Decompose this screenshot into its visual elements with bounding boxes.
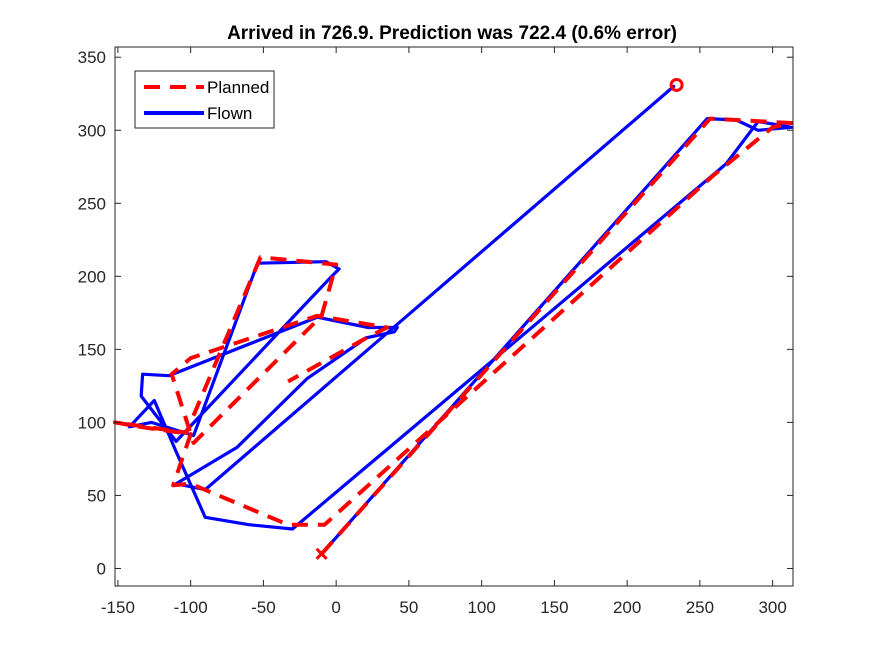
tick-layer: -150 -100 -50 0 50 100 150 200 250 300 0 50 100 150 20… — [78, 47, 793, 617]
legend-planned-label: Planned — [207, 78, 269, 97]
x-tick-label: -150 — [101, 598, 135, 617]
start-marker — [315, 547, 328, 560]
x-tick-label: 250 — [686, 598, 714, 617]
x-tick-label: 100 — [467, 598, 495, 617]
end-marker — [669, 77, 684, 92]
axes-box — [114, 46, 794, 587]
legend-box — [134, 70, 275, 129]
x-tick-label: 300 — [758, 598, 786, 617]
legend-flown-label: Flown — [207, 104, 252, 123]
y-tick-label: 200 — [78, 267, 106, 286]
marker-layer — [315, 77, 684, 560]
y-tick-label: 300 — [78, 121, 106, 140]
y-tick-label: 250 — [78, 194, 106, 213]
chart-title: Arrived in 726.9. Prediction was 722.4 (… — [227, 23, 677, 44]
plot-area — [115, 47, 793, 586]
y-tick-label: 350 — [78, 48, 106, 67]
x-tick-label: 50 — [399, 598, 418, 617]
x-tick-label: -100 — [174, 598, 208, 617]
x-tick-label: 200 — [613, 598, 641, 617]
legend: Planned Flown — [134, 70, 275, 129]
y-tick-label: 150 — [78, 340, 106, 359]
y-tick-label: 0 — [97, 559, 106, 578]
x-tick-label: -50 — [251, 598, 276, 617]
x-tick-label: 0 — [331, 598, 340, 617]
y-tick-label: 100 — [78, 413, 106, 432]
y-tick-label: 50 — [87, 486, 106, 505]
x-tick-label: 150 — [540, 598, 568, 617]
